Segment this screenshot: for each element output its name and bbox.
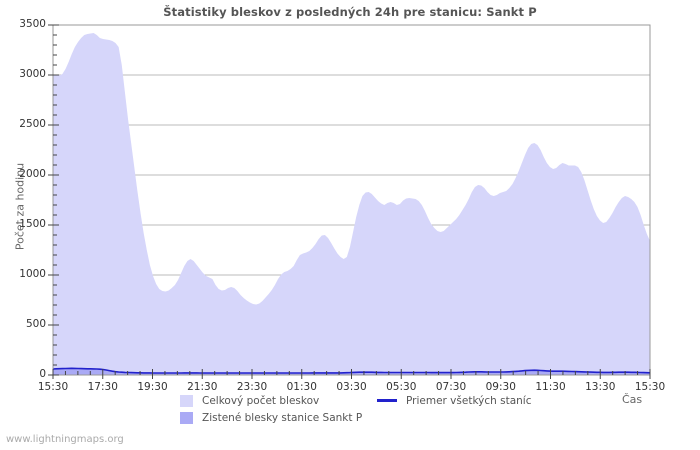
legend-row-2: Zistené blesky stanice Sankt P [180,409,660,426]
chart-legend: Celkový počet bleskov Priemer všetkých s… [180,392,660,426]
x-tick-label: 23:30 [236,381,268,393]
x-tick-label: 13:30 [585,381,616,393]
x-tick-label: 01:30 [286,381,317,393]
x-tick-label: 05:30 [386,381,417,393]
x-tick-label: 09:30 [485,381,516,393]
x-tick-label: 03:30 [336,381,367,393]
y-tick-label: 3000 [19,68,46,80]
y-tick-label: 1500 [19,218,46,230]
legend-swatch-station-icon [180,411,193,424]
y-tick-label: 0 [39,368,46,380]
watermark: www.lightningmaps.org [6,434,124,445]
legend-row-1: Celkový počet bleskov Priemer všetkých s… [180,392,660,409]
legend-item-station[interactable]: Zistené blesky stanice Sankt P [180,409,362,426]
x-tick-label: 17:30 [87,381,118,393]
y-tick-label: 500 [25,318,46,330]
legend-line-average-icon [377,399,397,402]
x-tick-label: 11:30 [535,381,566,393]
x-tick-label: 15:30 [37,381,69,393]
x-tick-label: 15:30 [634,381,666,393]
x-tick-label: 21:30 [187,381,218,393]
y-tick-label: 2500 [19,118,46,130]
x-axis-title: Čas [622,393,643,406]
legend-item-average[interactable]: Priemer všetkých staníc [377,392,532,409]
legend-swatch-total-icon [180,394,193,407]
x-tick-label: 19:30 [137,381,168,393]
y-tick-label: 3500 [19,18,46,30]
legend-label-average: Priemer všetkých staníc [406,394,532,407]
legend-label-total: Celkový počet bleskov [202,394,320,407]
chart-title: Štatistiky bleskov z posledných 24h pre … [163,5,537,19]
x-tick-label: 07:30 [435,381,467,393]
y-tick-label: 2000 [19,168,46,180]
legend-item-total[interactable]: Celkový počet bleskov [180,392,319,409]
legend-label-station: Zistené blesky stanice Sankt P [202,411,363,424]
y-tick-label: 1000 [19,268,46,280]
